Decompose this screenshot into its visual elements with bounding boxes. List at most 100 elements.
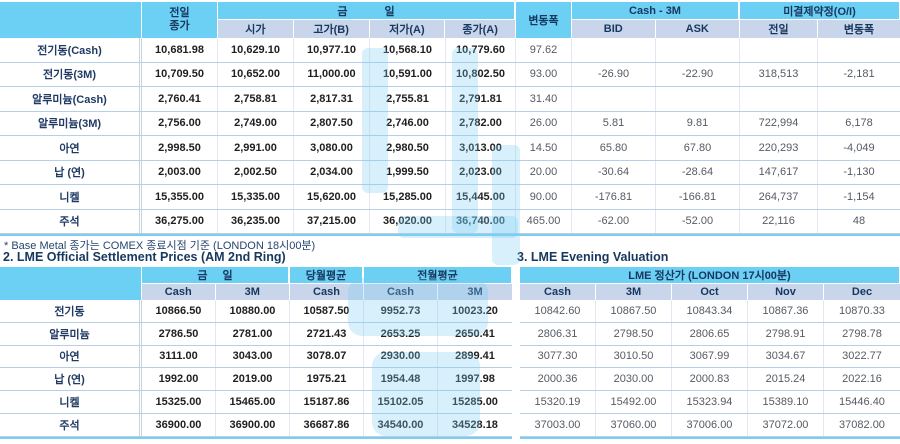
settlement-table-body: 전기동 10866.50 10880.00 10587.50 9952.73 10023.… [0, 300, 512, 437]
value-cell [572, 87, 656, 111]
value-cell: 2,756.00 [142, 111, 218, 135]
evening-table-header: LME 정산가 (LONDON 17시00분) Cash 3M Oct Nov … [520, 267, 900, 300]
table-row: 37003.00 37060.00 37006.00 37072.00 37082.00 [520, 413, 900, 437]
value-cell: 2650.41 [455, 327, 495, 340]
value-cell: 37,215.00 [294, 209, 370, 233]
corner-cell [0, 2, 142, 38]
value-cell: 10,709.50 [142, 62, 218, 86]
row-label: 전기동(Cash) [0, 38, 142, 62]
value-cell: 2,782.00 [446, 111, 516, 135]
table-row: 알루미늄(3M) 2,756.00 2,749.00 2,807.50 2,746.00… [0, 111, 900, 136]
row-label: 아연 [0, 136, 142, 160]
value-cell: -4,049 [843, 141, 875, 154]
value-cell: 36,740.00 [446, 209, 516, 233]
value-cell: 22,116 [740, 209, 818, 233]
col-group-today: 금 일 Cash 3M [142, 267, 290, 300]
row-label: 니켈 [0, 185, 142, 209]
value-cell: 10866.50 [142, 300, 216, 322]
col-header-low: 저가(A) [369, 20, 446, 38]
col-header-month-avg: 당월평균 [290, 267, 363, 284]
value-cell: 15,445.00 [446, 185, 516, 209]
row-label: 니켈 [0, 391, 142, 413]
col-group-cash-3m: Cash - 3M BID ASK [572, 2, 740, 38]
value-cell: -1,154 [843, 190, 875, 203]
value-cell: 3,013.00 [446, 136, 516, 160]
market-table-body: 전기동(Cash) 10,681.98 10,629.10 10,977.10 10,5… [0, 38, 900, 234]
value-cell: 10,779.60 [446, 38, 516, 62]
value-cell: 48 [852, 215, 866, 228]
value-cell: 2,980.50 [370, 136, 446, 160]
col-header-prev-close: 전일 종가 [142, 2, 218, 38]
row-label: 알루미늄(Cash) [0, 87, 142, 111]
value-cell: 37060.00 [596, 413, 672, 436]
col-header-close: 종가(A) [445, 20, 516, 38]
value-cell: 3043.00 [216, 345, 290, 368]
table-row: 아연 3111.00 3043.00 3078.07 2930.00 2899.41 [0, 345, 512, 369]
table-row: 전기동 10866.50 10880.00 10587.50 9952.73 10023.… [0, 300, 512, 323]
value-cell [656, 38, 740, 62]
table-row: 2806.31 2798.50 2806.65 2798.91 2798.78 [520, 322, 900, 346]
base-metal-footnote: * Base Metal 종가는 COMEX 종료시점 기준 (LONDON 1… [4, 240, 316, 252]
col-header-cash: Cash [290, 284, 363, 300]
value-cell: 14.50 [516, 136, 572, 160]
value-cell: 2,760.41 [142, 87, 218, 111]
value-cell: 26.00 [516, 111, 572, 135]
col-group-today: 금 일 시가 고가(B) 저가(A) 종가(A) [218, 2, 516, 38]
value-cell: 2798.91 [748, 322, 824, 345]
value-cell: 15187.86 [290, 391, 364, 413]
value-cell: 2781.00 [216, 322, 290, 345]
value-cell: 15,285.00 [370, 185, 446, 209]
row-label: 납 (연) [0, 368, 142, 391]
value-cell: 1,999.50 [370, 160, 446, 184]
col-group-month-avg: 당월평균 Cash [290, 267, 364, 300]
value-cell: 2,746.00 [370, 111, 446, 135]
value-cell: 10,977.10 [294, 38, 370, 62]
value-cell: 10,681.98 [142, 38, 218, 62]
value-cell: 2721.43 [290, 322, 364, 345]
value-cell: 2798.50 [596, 322, 672, 345]
col-header-cash: Cash [364, 284, 438, 300]
value-cell: 264,737 [740, 185, 818, 209]
value-cell: 15285.00 [452, 396, 498, 409]
col-header-dec: Dec [824, 284, 900, 300]
value-cell: 2,023.00 [446, 160, 516, 184]
value-cell: 2,791.81 [446, 87, 516, 111]
settlement-table-header: 금 일 Cash 3M 당월평균 Cash 전월평균 Cash 3M [0, 267, 512, 300]
value-cell: 36900.00 [142, 413, 216, 436]
value-cell: 37082.00 [839, 418, 885, 431]
value-cell: 3111.00 [142, 345, 216, 368]
value-cell: 1954.48 [364, 368, 438, 391]
settlement-prices-table: 금 일 Cash 3M 당월평균 Cash 전월평균 Cash 3M 전 [0, 267, 512, 439]
value-cell: 9952.73 [364, 300, 438, 322]
col-group-prev-month-avg: 전월평균 Cash 3M [364, 267, 512, 300]
value-cell: 67.80 [656, 136, 740, 160]
col-header-open-interest: 미결제약정(O/I) [740, 2, 900, 20]
value-cell: 15389.10 [748, 391, 824, 413]
value-cell: 3034.67 [748, 345, 824, 368]
value-cell: 2000.83 [672, 368, 748, 391]
row-label: 주석 [0, 413, 142, 436]
today-subheader-row: 시가 고가(B) 저가(A) 종가(A) [218, 20, 516, 38]
value-cell: 1997.98 [455, 373, 495, 386]
value-cell: -52.00 [656, 209, 740, 233]
value-cell [740, 38, 818, 62]
value-cell: 31.40 [516, 87, 572, 111]
value-cell: 36,275.00 [142, 209, 218, 233]
value-cell: 97.62 [516, 38, 572, 62]
cash-3m-subheader-row: BID ASK [572, 20, 739, 38]
value-cell: 2015.24 [748, 368, 824, 391]
value-cell: 6,178 [845, 117, 873, 130]
value-cell [818, 38, 900, 62]
value-cell: 15,335.00 [218, 185, 294, 209]
value-cell: -28.64 [656, 160, 740, 184]
value-cell: 2,003.00 [142, 160, 218, 184]
value-cell: 15320.19 [520, 391, 596, 413]
table-row: 니켈 15325.00 15465.00 15187.86 15102.05 15285.… [0, 391, 512, 414]
value-cell [740, 87, 818, 111]
col-header-cash: Cash [142, 284, 216, 300]
value-cell [572, 38, 656, 62]
value-cell: 36687.86 [290, 413, 364, 436]
col-header-high: 고가(B) [293, 20, 370, 38]
value-cell: 10,629.10 [218, 38, 294, 62]
value-cell: -1,130 [843, 166, 875, 179]
